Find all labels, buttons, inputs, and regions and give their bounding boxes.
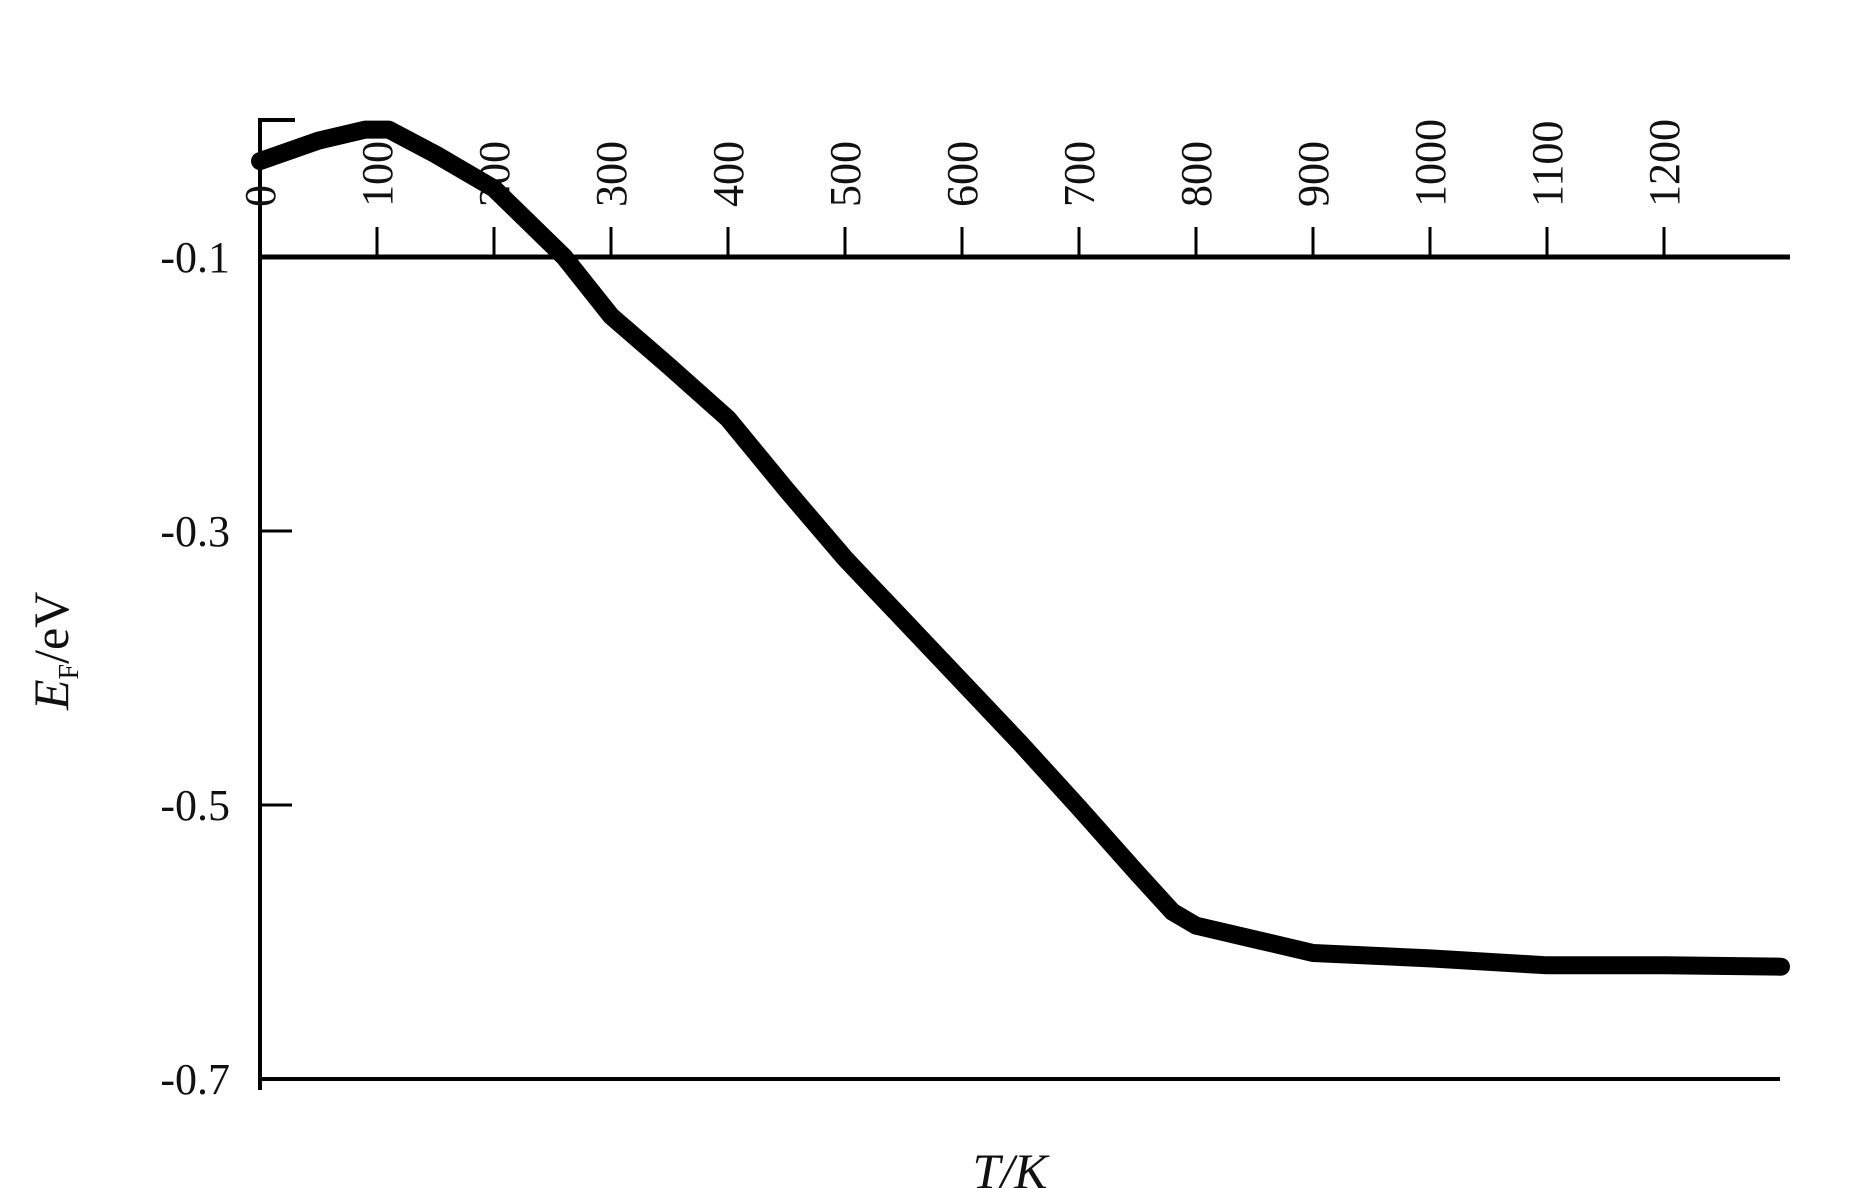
x-tick-label: 1200 [1640,119,1689,207]
y-tick-label: -0.3 [160,507,230,556]
y-axis-title-unit: /eV [23,592,79,664]
x-tick-label: 1000 [1406,119,1455,207]
x-tick-label: 500 [821,141,870,207]
x-tick-label: 700 [1055,141,1104,207]
y-tick-label: -0.5 [160,781,230,830]
y-axis-title: EF/eV [23,592,85,711]
x-tick-label: 400 [704,141,753,207]
y-ticks: -0.1 -0.3 -0.5 -0.7 [160,233,292,1104]
series-line [251,120,1790,976]
series-group [251,120,1790,976]
x-ticks: 0 100 200 300 400 500 600 700 800 900 1000 1100 1200 [236,119,1689,257]
titles: EF/eV T/K [23,592,1050,1188]
x-tick-label: 600 [938,141,987,207]
x-tick-label: 0 [236,185,285,207]
x-tick-label: 300 [587,141,636,207]
axes [258,118,1790,1090]
x-tick-label: 100 [353,141,402,207]
x-tick-label: 1100 [1523,121,1572,207]
y-tick-label: -0.1 [160,233,230,282]
y-axis-title-subscript: F [54,664,85,680]
y-axis-title-symbol: E [23,679,79,711]
x-tick-label: 900 [1289,141,1338,207]
x-axis-title: T/K [972,1143,1050,1188]
x-tick-label: 800 [1172,141,1221,207]
y-tick-label: -0.7 [160,1055,230,1104]
